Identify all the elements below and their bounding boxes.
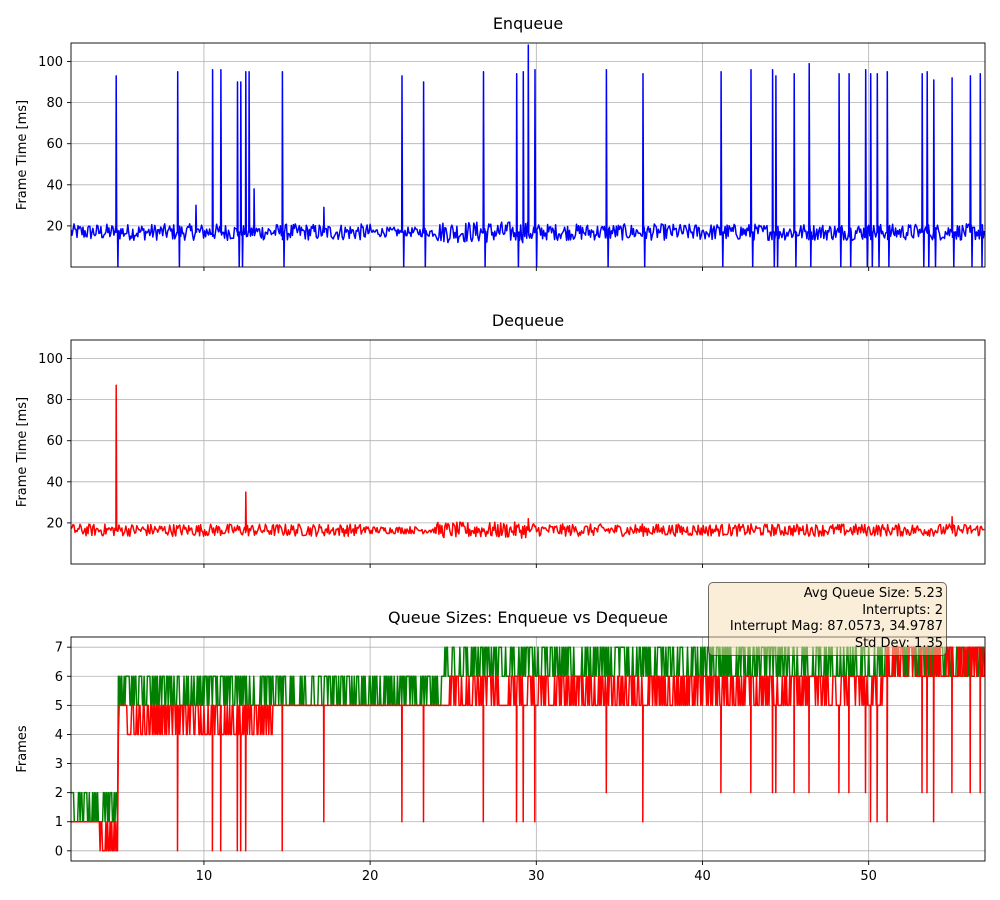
stats-annotation-box: Avg Queue Size: 5.23 Interrupts: 2 Inter… [708, 582, 947, 656]
series-line [71, 44, 985, 267]
dequeue-panel: 20 40 60 80 100 Dequeue Frame Time [ms] [15, 311, 986, 568]
x-tick-label: 50 [860, 869, 877, 884]
series-line [71, 646, 985, 823]
y-tick-label: 100 [38, 352, 63, 367]
y-tick-label: 7 [55, 641, 63, 656]
avg-queue-size-label: Avg Queue Size: 5.23 [803, 586, 943, 601]
std-dev-label: Std Dev: 1.35 [854, 635, 943, 651]
y-tick-label: 5 [55, 699, 63, 714]
x-tick-label: 30 [528, 869, 545, 884]
y-tick-label: 1 [55, 815, 63, 830]
interrupt-mag-label: Interrupt Mag: 87.0573, 34.9787 [729, 619, 943, 634]
y-tick-label: 2 [55, 786, 63, 801]
series-line [71, 384, 985, 539]
plot-area [71, 646, 985, 852]
interrupts-label: Interrupts: 2 [862, 602, 943, 618]
y-tick-label: 40 [46, 178, 63, 193]
plot-area [71, 44, 985, 267]
x-tick-label: 10 [196, 869, 213, 884]
axes-frame [70, 339, 986, 565]
y-tick-label: 6 [55, 670, 63, 685]
axes-frame [70, 42, 986, 268]
y-axis-label: Frame Time [ms] [15, 100, 30, 210]
chart-title: Queue Sizes: Enqueue vs Dequeue [388, 608, 668, 627]
chart-title: Enqueue [493, 14, 563, 33]
x-tick-label: 20 [362, 869, 379, 884]
y-axis-label: Frame Time [ms] [15, 397, 30, 507]
y-tick-label: 3 [55, 757, 63, 772]
y-tick-label: 4 [55, 728, 63, 743]
series-line [71, 646, 985, 852]
queue-sizes-panel: 10 20 30 40 50 0 1 2 3 4 5 6 7 Queue Sizes: Enqueue v… [15, 608, 986, 884]
chart-title: Dequeue [492, 311, 564, 330]
y-tick-label: 60 [46, 434, 63, 449]
axes-frame [70, 636, 986, 862]
y-tick-label: 80 [46, 96, 63, 111]
y-axis-label: Frames [15, 725, 30, 773]
enqueue-panel: 20 40 60 80 100 Enqueue Frame Time [ms] [15, 14, 986, 271]
y-tick-label: 40 [46, 475, 63, 490]
y-tick-label: 60 [46, 137, 63, 152]
y-tick-label: 100 [38, 55, 63, 70]
y-tick-label: 20 [46, 219, 63, 234]
y-tick-label: 0 [55, 844, 63, 859]
x-tick-label: 40 [694, 869, 711, 884]
plot-area [71, 384, 985, 539]
y-tick-label: 80 [46, 393, 63, 408]
y-tick-label: 20 [46, 516, 63, 531]
